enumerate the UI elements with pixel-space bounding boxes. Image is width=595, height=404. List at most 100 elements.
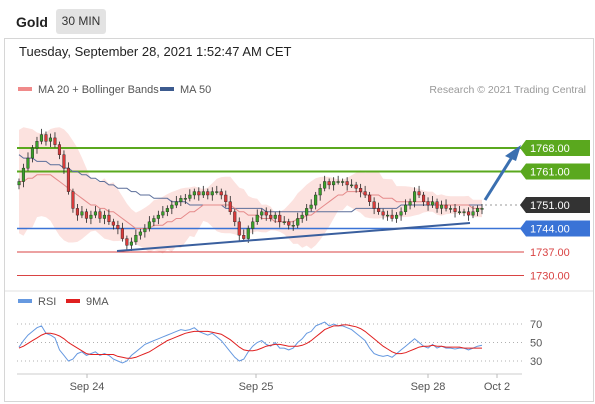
candle [282, 216, 286, 225]
candle-body [476, 208, 480, 212]
candle [174, 195, 178, 209]
candle-body [156, 214, 160, 219]
level-tag-1744.00: 1744.00 [520, 220, 590, 237]
candle [381, 208, 385, 220]
candle-body [453, 208, 457, 212]
instrument-title: Gold [16, 14, 48, 30]
ma-bands-legend-swatch [18, 87, 32, 91]
candle [255, 209, 259, 225]
candle [449, 205, 453, 213]
candle-body [422, 194, 426, 202]
candle-body [165, 208, 169, 212]
candle-body [89, 214, 93, 219]
candle [372, 197, 376, 215]
candle [408, 198, 412, 210]
candle-body [134, 234, 138, 243]
candles-layer [17, 128, 484, 251]
candle-body [323, 181, 327, 189]
candle [287, 218, 291, 230]
candle-body [327, 181, 331, 186]
candle-body [98, 211, 102, 219]
level-tag-bg [520, 163, 590, 180]
candle-body [21, 167, 26, 182]
candle [71, 188, 75, 213]
candle [39, 128, 43, 145]
rsi-tick-70: 70 [530, 319, 542, 331]
candle [165, 205, 169, 217]
candle [84, 208, 88, 223]
candle [89, 210, 93, 225]
candle [377, 202, 381, 215]
candle [53, 132, 57, 148]
candle-body [264, 211, 268, 216]
candle-body [300, 214, 304, 219]
candle [458, 206, 462, 215]
candle [359, 183, 363, 198]
candle [201, 185, 205, 198]
candle [368, 191, 372, 207]
candle-body [381, 211, 385, 216]
candle-body [111, 221, 115, 226]
candle-body [413, 191, 417, 202]
candle [147, 216, 151, 232]
candle [323, 175, 327, 192]
candle [21, 163, 26, 188]
candle-body [71, 191, 75, 209]
candle [273, 212, 277, 223]
candle [453, 204, 457, 218]
candle [161, 206, 165, 219]
candle [48, 133, 52, 147]
candle-body [426, 201, 430, 206]
candle-body [417, 191, 421, 196]
x-label-sep-24: Sep 24 [70, 381, 105, 393]
timeframe-badge[interactable]: 30 MIN [56, 9, 106, 34]
candle [390, 209, 394, 222]
level-label-1768.00: 1768.00 [530, 143, 570, 155]
candle-body [170, 204, 174, 209]
candle [102, 210, 106, 225]
candle-body [291, 224, 295, 227]
candle [471, 206, 475, 219]
candle-body [102, 214, 106, 219]
bollinger-band-layer [19, 127, 482, 254]
candle [26, 152, 30, 172]
candle-body [444, 204, 448, 209]
rsi-ma-legend-label: 9MA [86, 296, 109, 308]
candle-body [458, 211, 462, 213]
level-labels-layer: 1768.00 1761.00 1751.00 1744.00 1737.00 1730.… [520, 140, 590, 282]
candle-body [363, 191, 367, 196]
candle-body [80, 211, 84, 216]
candle-body [251, 221, 255, 229]
chart-header: Gold 30 MIN [0, 0, 595, 38]
candle [386, 210, 390, 221]
candle-body [305, 208, 309, 216]
candle-body [215, 191, 219, 193]
candle-body [57, 144, 61, 155]
candle-body [201, 191, 205, 196]
candle-body [219, 191, 223, 196]
level-tag-bg [520, 220, 590, 237]
candle-body [377, 208, 381, 212]
candle [57, 141, 61, 160]
candle-body [143, 228, 147, 233]
candle [237, 217, 241, 241]
level-tag-1768.00: 1768.00 [520, 140, 590, 156]
candle [314, 191, 318, 210]
candle-body [206, 191, 210, 196]
candle [440, 200, 444, 215]
candle [228, 195, 232, 215]
candle [278, 210, 282, 228]
candle [345, 177, 349, 191]
candle [341, 178, 345, 186]
candle-body [341, 181, 345, 183]
candle [152, 215, 156, 227]
candle [143, 224, 147, 238]
candle-body [152, 218, 156, 223]
candle [426, 197, 430, 211]
candle [156, 210, 160, 225]
candle-body [39, 134, 43, 142]
candle-body [228, 201, 232, 212]
x-label-sep-25: Sep 25 [239, 381, 274, 393]
candle-body [174, 201, 178, 206]
candle [413, 187, 417, 208]
